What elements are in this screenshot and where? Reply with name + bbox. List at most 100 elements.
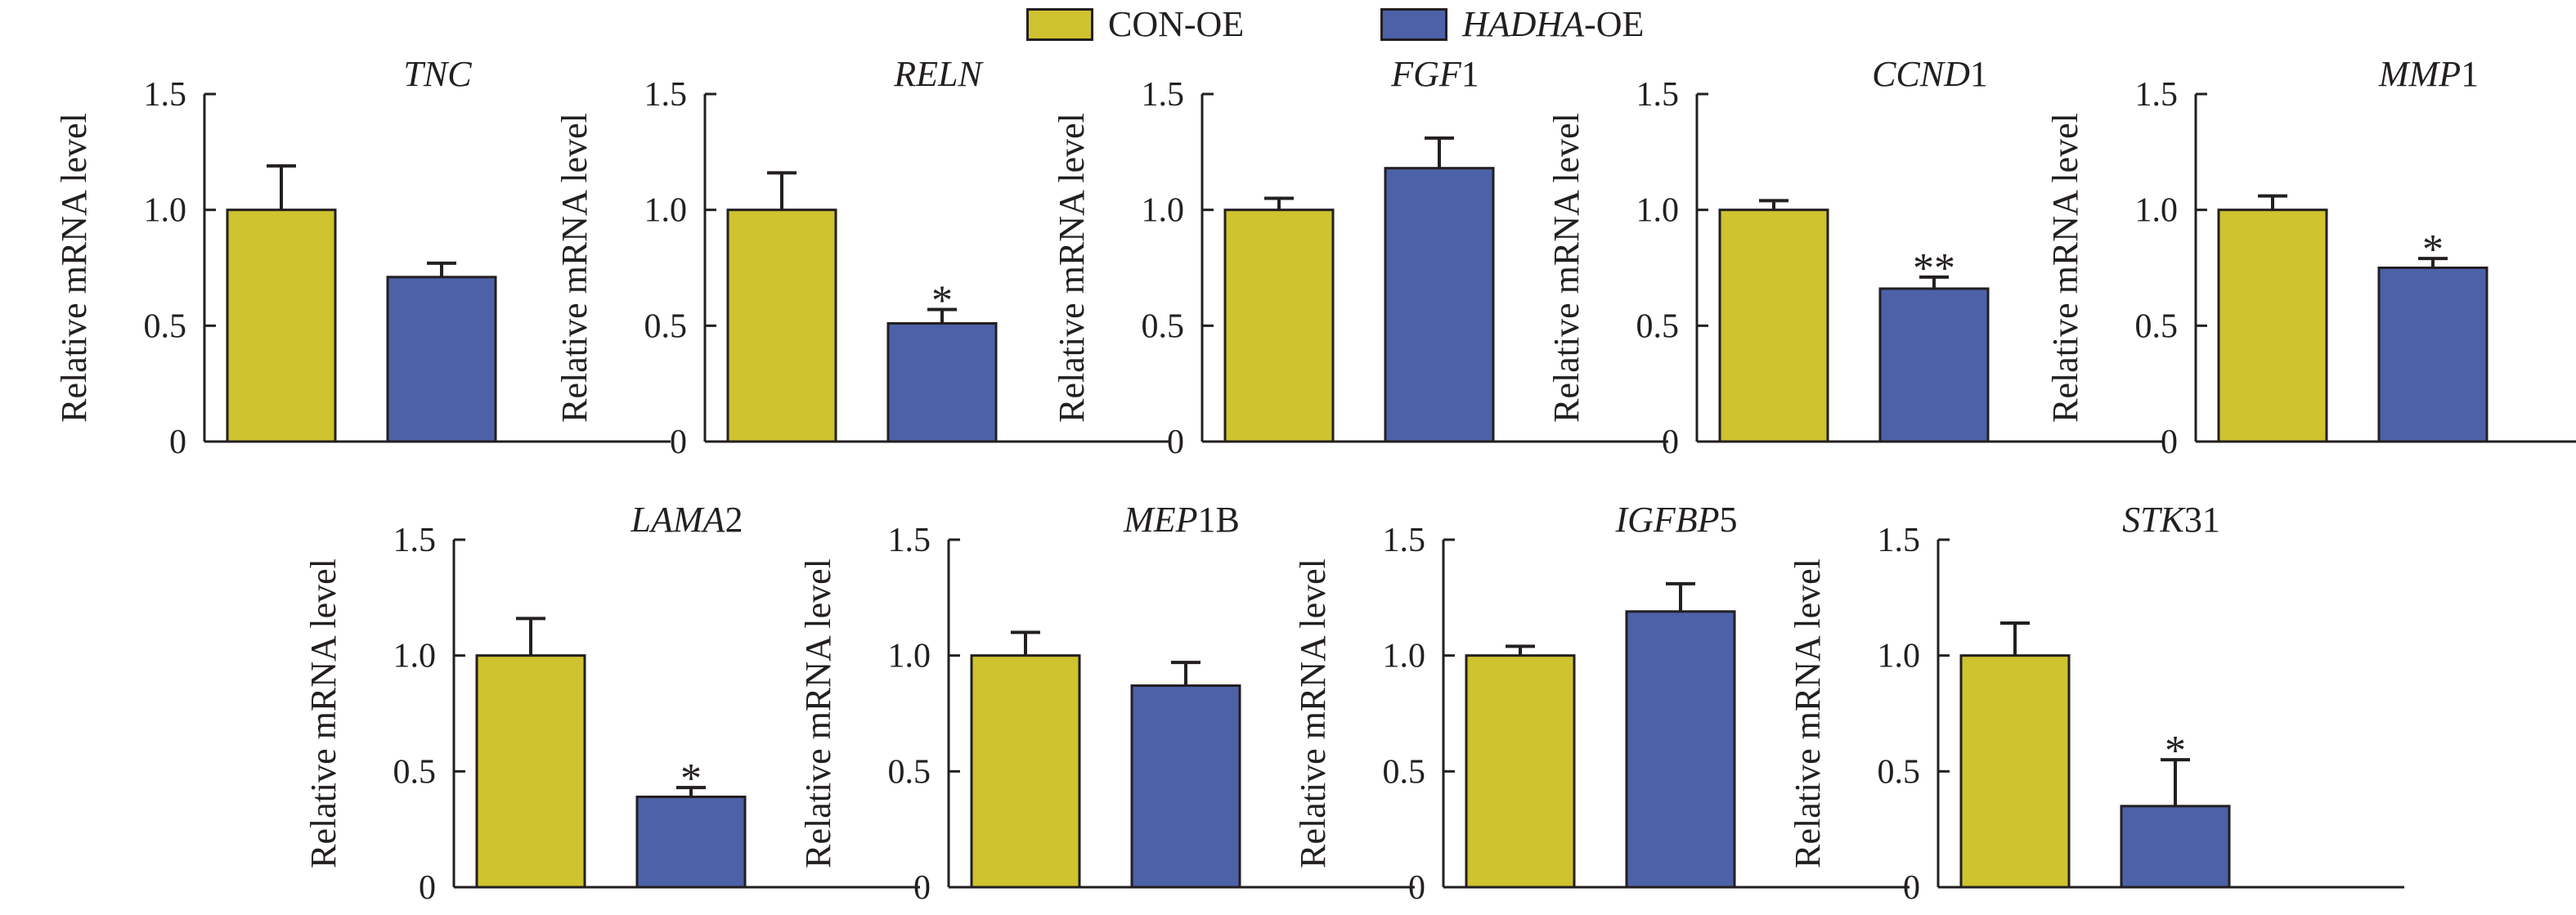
chart-title-italic: MEP [1123,500,1197,540]
bar-con-oe [726,209,837,443]
y-tick-label: 1.5 [888,522,931,559]
y-tick-label: 1.0 [1636,192,1680,230]
y-tick-label: 0.5 [1878,753,1921,791]
y-tick-label: 1.5 [644,76,688,114]
chart-panel-tnc: 0 0.5 1.0 1.5 Relative mRNA level TNC [54,54,671,461]
bar-con-oe [2217,209,2328,443]
bar-hadha-oe [1130,684,1241,889]
y-axis-label: Relative mRNA level [1788,558,1828,868]
y-tick-label: 0 [1167,424,1184,461]
y-tick-label: 1.0 [393,638,437,675]
legend-item-con-oe: CON-OE [1026,7,1244,43]
y-tick-label: 1.5 [1636,76,1680,114]
bar-hadha-oe [1878,287,1990,443]
significance-mark: * [2422,227,2444,273]
y-tick-label: 1.0 [644,192,688,230]
y-tick-label: 0 [1408,869,1425,907]
y-tick-label: 0 [1903,869,1920,907]
bar-hadha-oe [2120,805,2231,889]
chart-title-suffix: 5 [1720,500,1738,540]
significance-mark: ** [1913,245,1955,292]
y-axis-label: Relative mRNA level [1546,113,1586,423]
bar-hadha-oe [386,276,497,443]
bar-hadha-oe [635,796,747,889]
chart-panel-stk31: 0 0.5 1.0 1.5 Relative mRNA level STK31 * [1788,500,2404,907]
y-tick-label: 1.0 [1878,638,1921,675]
chart-title-italic: IGFBP [1614,500,1719,540]
y-tick-label: 1.5 [393,522,437,559]
bar-con-oe [475,654,586,889]
y-axis-label: Relative mRNA level [1052,113,1092,423]
y-tick-label: 1.0 [1383,638,1426,675]
chart-panel-reln: 0 0.5 1.0 1.5 Relative mRNA level RELN * [554,54,1171,461]
significance-mark: * [680,756,702,802]
y-tick-label: 1.0 [144,192,187,230]
bar-hadha-oe [2377,267,2488,443]
chart-title-italic: RELN [893,54,984,94]
significance-mark: * [2165,728,2186,774]
chart-panel-igfbp5: 0 0.5 1.0 1.5 Relative mRNA level IGFBP5 [1293,500,1910,907]
chart-title-italic: FGF [1390,54,1462,94]
chart-title-suffix: 2 [725,500,743,540]
y-tick-label: 0.5 [1383,753,1426,791]
chart-title: STK31 [2122,500,2220,540]
y-tick-label: 1.0 [1142,192,1185,230]
legend-label-con-oe: CON-OE [1108,4,1245,44]
chart-title-suffix: 1 [1461,54,1479,94]
y-tick-label: 1.5 [1383,522,1426,559]
chart-title-suffix: 1 [2461,54,2479,94]
chart-title-italic: CCND [1872,54,1970,94]
chart-title: FGF1 [1390,54,1479,94]
bar-hadha-oe [886,322,998,443]
chart-title-italic: STK [2122,500,2186,540]
y-tick-label: 0 [169,424,186,461]
bar-con-oe [1959,654,2071,889]
chart-title-italic: LAMA [631,500,726,540]
chart-title-suffix: 1 [1970,54,1988,94]
chart-title: LAMA2 [631,500,743,540]
legend-label-hadha-oe: HADHA-OE [1462,4,1645,44]
chart-title: RELN [893,54,984,94]
chart-title-italic: TNC [403,54,472,94]
chart-panel-mep1b: 0 0.5 1.0 1.5 Relative mRNA level MEP1B [798,500,1415,907]
y-tick-label: 1.5 [2135,76,2179,114]
legend-swatch-con-oe [1026,8,1093,41]
y-axis-label: Relative mRNA level [54,113,94,423]
y-tick-label: 0.5 [888,753,931,791]
bar-con-oe [226,209,337,443]
legend-item-hadha-oe: HADHA-OE [1380,7,1644,43]
y-axis-label: Relative mRNA level [798,558,838,868]
y-axis-label: Relative mRNA level [303,558,343,868]
chart-panel-lama2: 0 0.5 1.0 1.5 Relative mRNA level LAMA2 * [303,500,920,907]
chart-title-suffix: 31 [2184,500,2220,540]
y-tick-label: 0 [1662,424,1679,461]
chart-title-suffix: 1B [1198,500,1240,540]
bar-con-oe [1223,209,1335,443]
bar-hadha-oe [1384,167,1495,443]
y-tick-label: 1.0 [2135,192,2179,230]
y-tick-label: 0 [2161,424,2178,461]
y-tick-label: 0.5 [1142,307,1185,345]
y-tick-label: 1.5 [144,76,187,114]
y-tick-label: 0.5 [2135,307,2179,345]
y-axis-label: Relative mRNA level [2045,113,2085,423]
y-tick-label: 0 [670,424,687,461]
legend-swatch-hadha-oe [1380,8,1447,41]
bar-hadha-oe [1625,610,1736,889]
significance-mark: * [931,278,953,325]
chart-title: CCND1 [1872,54,1988,94]
y-axis-label: Relative mRNA level [1293,558,1333,868]
chart-title: MMP1 [2378,54,2479,94]
y-tick-label: 1.0 [888,638,931,675]
chart-panel-ccnd1: 0 0.5 1.0 1.5 Relative mRNA level CCND1 ** [1546,54,2163,461]
chart-panel-fgf1: 0 0.5 1.0 1.5 Relative mRNA level FGF1 [1052,54,1668,461]
bar-con-oe [1718,209,1829,443]
chart-title: MEP1B [1123,500,1240,540]
y-tick-label: 1.5 [1878,522,1921,559]
chart-title: TNC [403,54,472,94]
chart-title: IGFBP5 [1614,500,1737,540]
y-tick-label: 0.5 [1636,307,1680,345]
y-axis-label: Relative mRNA level [554,113,595,423]
bar-con-oe [970,654,1081,889]
